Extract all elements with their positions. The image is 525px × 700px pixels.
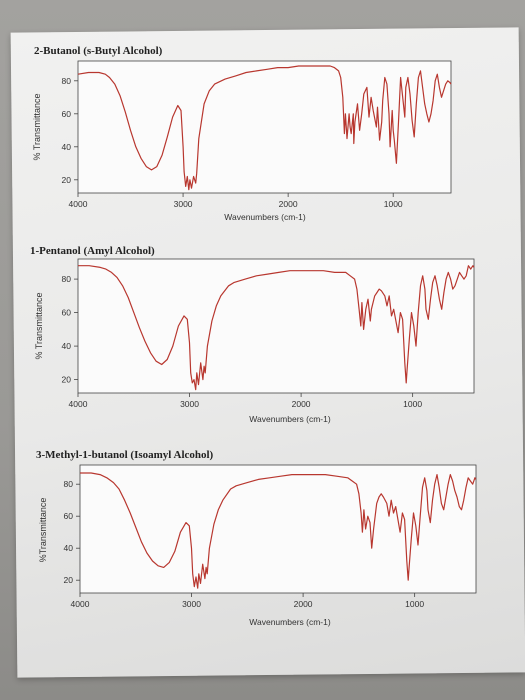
panel-3-spectrum-line: [80, 472, 477, 589]
x-tick-label: 4000: [71, 599, 90, 609]
panel-3-title: 3-Methyl-1-butanol (Isoamyl Alcohol): [36, 449, 214, 461]
spectrum-panel-1: 2-Butanol (s-Butyl Alcohol) % Transmitta…: [32, 45, 452, 222]
y-tick-label: 60: [64, 511, 74, 521]
x-tick-label: 1000: [405, 599, 424, 609]
y-tick-label: 40: [62, 142, 72, 152]
x-tick-label: 2000: [292, 399, 311, 409]
panel-3-plot-area: [79, 464, 477, 594]
x-tick-label: 3000: [174, 199, 193, 209]
y-tick-label: 60: [62, 109, 72, 119]
y-tick-label: 80: [62, 76, 72, 86]
y-tick-label: 80: [64, 479, 74, 489]
panel-1-y-axis-label: % Transmittance: [32, 93, 42, 160]
panel-2-y-axis-label: % Transmittance: [34, 292, 44, 359]
x-tick-label: 3000: [180, 399, 199, 409]
panel-1-ticks: 4000 3000 2000 1000 80 60 40 20: [62, 76, 403, 209]
panel-3-y-axis-label: %Transmittance: [38, 498, 48, 563]
spectrum-panel-3: 3-Methyl-1-butanol (Isoamyl Alcohol) %Tr…: [36, 449, 477, 627]
y-tick-label: 20: [64, 575, 74, 585]
panel-3-x-axis-label: Wavenumbers (cm-1): [249, 617, 331, 627]
panel-2-title: 1-Pentanol (Amyl Alcohol): [30, 245, 155, 257]
y-tick-label: 80: [62, 274, 72, 284]
y-tick-label: 40: [62, 341, 72, 351]
panel-2-plot-area: [77, 258, 475, 394]
y-tick-label: 20: [62, 375, 72, 385]
panel-3-ticks: 4000 3000 2000 1000 80 60 40 20: [64, 479, 425, 609]
panel-1-plot-area: [77, 60, 452, 194]
x-tick-label: 1000: [403, 399, 422, 409]
panel-2-ticks: 4000 3000 2000 1000 80 60 40 20: [62, 274, 423, 409]
panel-2-spectrum-line: [78, 265, 475, 391]
spectrum-panel-2: 1-Pentanol (Amyl Alcohol) % Transmittanc…: [30, 245, 475, 424]
panel-1-x-axis-label: Wavenumbers (cm-1): [224, 212, 306, 222]
panel-2-x-axis-label: Wavenumbers (cm-1): [249, 414, 331, 424]
y-tick-label: 40: [64, 543, 74, 553]
panel-1-title: 2-Butanol (s-Butyl Alcohol): [34, 45, 163, 57]
y-tick-label: 20: [62, 175, 72, 185]
x-tick-label: 2000: [294, 599, 313, 609]
x-tick-label: 4000: [69, 199, 88, 209]
x-tick-label: 2000: [279, 199, 298, 209]
x-tick-label: 3000: [182, 599, 201, 609]
panel-1-spectrum-line: [77, 65, 452, 191]
x-tick-label: 4000: [69, 399, 88, 409]
x-tick-label: 1000: [384, 199, 403, 209]
y-tick-label: 60: [62, 308, 72, 318]
